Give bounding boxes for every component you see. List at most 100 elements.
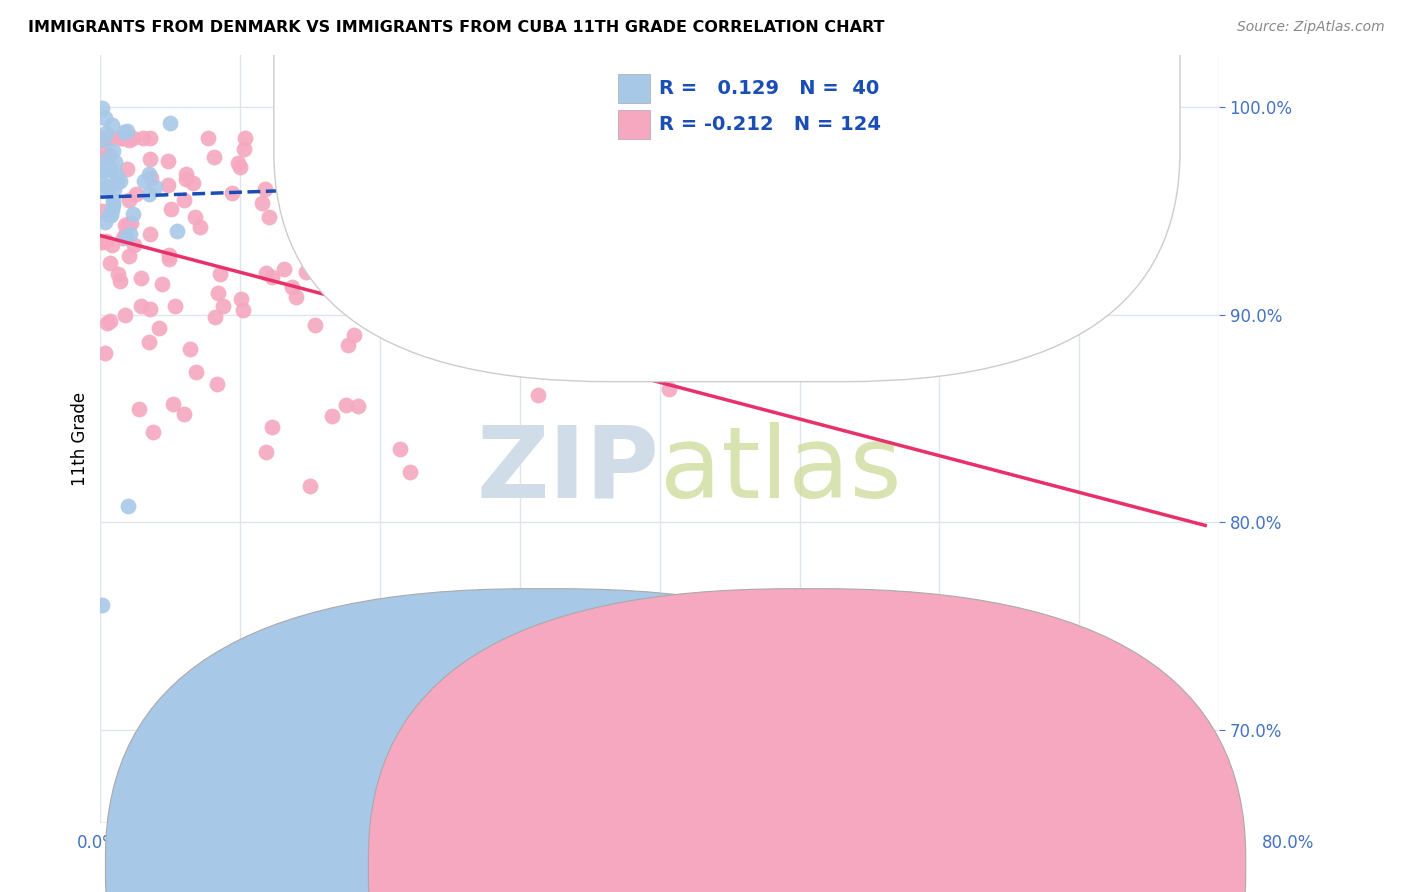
Point [658,382,681,396]
Point [101,194,124,208]
Point [128,402,150,417]
Point [343,258,366,272]
Point [174,167,197,181]
Point [100,163,122,178]
Point [491,358,513,372]
Point [90,162,112,177]
Point [425,249,447,263]
Point [139,302,162,317]
Point [118,227,141,241]
Point [90,101,112,115]
Point [335,280,357,294]
Point [139,227,162,242]
Point [94,346,117,360]
Point [100,238,122,252]
Point [91,134,114,148]
Point [233,142,256,156]
Y-axis label: 11th Grade: 11th Grade [72,392,89,486]
Point [96,126,118,140]
Point [363,311,385,326]
Text: R = -0.212   N = 124: R = -0.212 N = 124 [658,115,880,134]
Point [105,175,128,189]
Point [160,202,183,216]
Point [104,155,127,169]
Point [257,210,280,224]
Point [111,131,134,145]
Point [209,267,232,281]
FancyBboxPatch shape [274,0,1180,382]
Point [316,280,339,294]
Point [96,179,118,194]
Point [173,193,195,207]
Text: R =   0.129   N =  40: R = 0.129 N = 40 [658,78,879,98]
Point [101,203,124,218]
Point [299,479,322,493]
Text: atlas: atlas [659,422,901,518]
Point [295,264,318,278]
Point [141,170,163,185]
Point [184,754,207,768]
Point [188,219,211,234]
Point [321,409,343,423]
Point [207,285,229,300]
Point [90,203,112,218]
Point [284,171,307,186]
Point [281,280,304,294]
Text: 80.0%: 80.0% [1263,834,1315,852]
Point [233,131,256,145]
Point [250,195,273,210]
Point [231,292,253,306]
Point [360,272,382,286]
Point [101,145,124,159]
Point [98,159,121,173]
Point [157,252,180,266]
Point [125,187,148,202]
Text: 0.0%: 0.0% [77,834,120,852]
Point [204,310,226,325]
Point [110,174,132,188]
Text: Source: ZipAtlas.com: Source: ZipAtlas.com [1237,20,1385,34]
Point [98,148,121,162]
Point [93,146,115,161]
Point [226,155,249,169]
Point [117,499,139,513]
Point [122,131,145,145]
Point [129,299,152,313]
Point [97,180,120,194]
Point [347,399,370,413]
Point [335,398,357,412]
Point [475,169,498,183]
Point [150,277,173,292]
Point [179,342,201,356]
Point [101,118,124,132]
Text: Immigrants from Denmark: Immigrants from Denmark [565,856,769,871]
Point [96,131,118,145]
Point [181,177,204,191]
Point [253,182,276,196]
Point [114,308,136,322]
Point [174,172,197,186]
Point [406,287,429,301]
Point [309,153,332,167]
Point [138,168,160,182]
Point [377,227,399,241]
Point [148,321,170,335]
Point [94,215,117,229]
Point [323,256,346,270]
Point [162,396,184,410]
Point [411,214,433,228]
Point [120,216,142,230]
Point [228,160,250,174]
Point [115,161,138,176]
Point [114,218,136,232]
Point [94,234,117,248]
Point [100,314,122,328]
Point [93,183,115,197]
Point [112,125,135,139]
Point [94,131,117,145]
Point [107,267,129,281]
Point [93,151,115,165]
Point [129,271,152,285]
Point [197,131,219,145]
Point [100,208,122,222]
